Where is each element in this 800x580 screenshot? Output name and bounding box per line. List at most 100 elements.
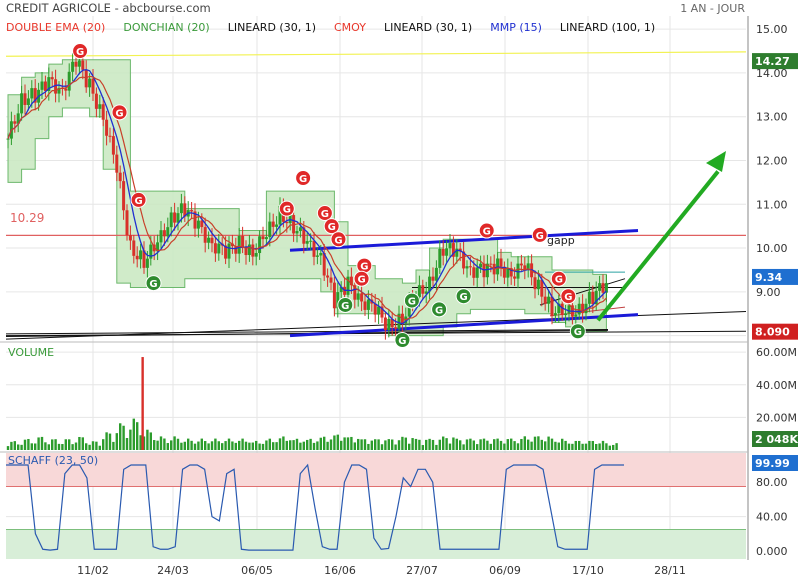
volume-bar [401,436,404,450]
volume-bar [88,444,91,450]
volume-bar [95,441,98,450]
volume-bar [523,436,526,450]
x-tick-label: 11/02 [77,564,109,577]
candle-body [108,135,112,137]
candle-body [553,313,557,316]
candle-body [251,244,255,257]
candle-body [88,78,92,88]
candle-body [417,285,421,298]
volume-bar [108,433,112,450]
indicator-legend: DOUBLE EMA (20) DONCHIAN (20) LINEARD (30,… [6,21,655,34]
legend-item: LINEARD (30, 1) [384,21,472,34]
volume-bar [309,438,312,450]
volume-bar [425,439,428,450]
candle-body [94,93,98,109]
candle-body [574,314,578,317]
signal-badge [403,292,420,309]
volume-bar [217,441,220,450]
volume-bar [544,441,547,450]
volume-bar [612,444,615,450]
candle-body [390,318,394,328]
volume-bar [510,438,513,450]
volume-bar [340,440,343,450]
candle-body [506,268,510,278]
signal-badge [569,323,586,340]
volume-bar [578,440,581,450]
volume-bar [428,438,431,450]
candle-body [513,276,517,279]
candle-body [295,231,299,234]
volume-bar [146,429,149,450]
volume-bar [282,436,285,450]
x-tick-label: 17/10 [572,564,604,577]
volume-bar [537,436,540,450]
volume-bar [394,444,397,450]
volume-bar [197,441,200,450]
candle-body [196,220,200,229]
candle-body [173,212,177,223]
volume-bar [61,444,64,450]
volume-bar [329,439,333,450]
volume-bar [27,438,30,450]
signal-badge [353,270,370,287]
candle-body [455,248,459,257]
volume-panel [4,344,748,450]
volume-bar [299,442,302,450]
signal-label: G [76,47,84,58]
volume-bar [319,437,322,450]
candle-body [162,230,166,237]
volume-bar [98,445,101,450]
volume-bar [153,440,156,450]
candle-body [499,258,503,267]
candle-body [383,317,387,331]
volume-bar [187,438,190,450]
volume-bar [81,437,84,450]
signal-badge [295,170,312,186]
volume-bar [438,439,441,450]
candle-body [550,296,554,316]
candle-body [54,79,58,94]
candle-body [224,245,228,259]
candle-body [285,221,289,224]
candle-body [139,250,143,260]
volume-bar [23,439,27,450]
volume-bar [316,441,319,450]
volume-bar [370,440,373,450]
schaff-last-text: 99.99 [755,457,790,470]
volume-bar [493,439,496,450]
signal-label: G [408,297,416,308]
volume-bar [255,440,258,450]
volume-bar [102,439,105,450]
volume-bar [601,440,605,450]
volume-bar [289,440,292,450]
volume-bar [261,443,265,450]
volume-bar [476,444,479,450]
volume-bar [588,440,591,450]
candle-body [336,292,340,309]
volume-bar [567,443,571,450]
volume-bar [520,438,523,450]
volume-bar [380,444,384,450]
candle-body [581,303,585,314]
volume-bar [353,442,356,450]
volume-bar [71,444,74,450]
candle-body [587,291,591,304]
volume-bar [418,439,421,450]
y-tick-label: 15.00 [756,23,788,36]
candle-body [50,77,54,80]
volume-bar [323,436,326,450]
candle-body [489,263,493,265]
legend-item: LINEARD (30, 1) [228,21,316,34]
signal-badge [278,200,295,217]
price-tag-high-text: 14.27 [755,55,790,68]
candle-body [421,285,425,294]
schaff-curve [6,463,624,551]
candle-body [594,290,598,305]
candle-body [169,212,173,228]
candle-body [71,61,75,72]
volume-bar [465,439,469,450]
signal-badge [316,205,333,222]
volume-bar [30,443,33,450]
volume-bar [540,439,543,450]
candle-body [584,303,588,314]
